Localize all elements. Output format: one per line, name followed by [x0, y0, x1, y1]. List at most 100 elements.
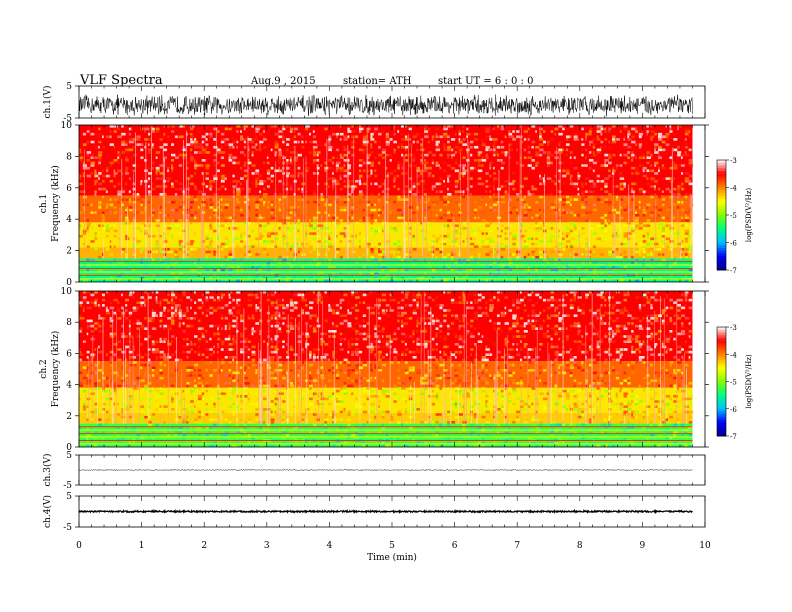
spectral-cell	[232, 138, 237, 141]
spectral-cell	[224, 255, 227, 259]
spectral-cell	[592, 232, 598, 235]
spectral-cell	[232, 185, 237, 188]
spectral-cell	[178, 423, 183, 427]
spectral-cell	[343, 164, 346, 167]
spectral-cell	[251, 198, 257, 201]
spectral-cell	[481, 245, 486, 248]
spectral-cell	[282, 135, 286, 139]
spectral-cell	[600, 253, 604, 256]
spectral-cell	[293, 130, 296, 133]
spectral-cell	[381, 426, 386, 429]
spectral-cell	[328, 266, 333, 269]
spectral-cell	[190, 242, 194, 246]
spectral-cell	[496, 200, 500, 204]
spectral-cell	[347, 166, 351, 170]
spectral-cell	[450, 250, 454, 254]
spectral-cell	[197, 384, 203, 388]
spectral-cell	[677, 125, 682, 128]
spectral-cell	[324, 229, 329, 233]
spectral-cell	[393, 232, 396, 235]
spectral-cell	[270, 400, 274, 403]
spectral-cell	[669, 268, 673, 272]
spectral-cell	[542, 276, 545, 280]
spectral-cell	[148, 413, 150, 416]
spectral-cell	[588, 161, 594, 165]
spectral-cell	[431, 389, 435, 393]
spectral-cell	[228, 266, 233, 269]
spectral-cell	[539, 195, 544, 199]
spectral-cell	[98, 268, 103, 272]
spectral-cell	[393, 400, 397, 403]
spectral-cell	[270, 200, 274, 204]
spectral-cell	[477, 426, 482, 429]
spectral-cell	[328, 203, 332, 207]
spectral-cell	[228, 143, 234, 146]
spectral-cell	[243, 232, 247, 235]
spectral-cell	[289, 185, 292, 188]
spectral-cell	[627, 145, 632, 149]
spectral-cell	[650, 169, 655, 173]
spectral-cell	[136, 193, 140, 196]
spectral-cell	[531, 159, 535, 162]
spectral-cell	[247, 397, 250, 401]
spectral-cell	[435, 413, 440, 416]
spectral-cell	[546, 159, 551, 162]
spectral-cell	[542, 177, 545, 180]
spectral-cell	[508, 374, 513, 377]
spectral-cell	[167, 200, 171, 204]
spectral-cell	[496, 145, 501, 149]
spectral-cell	[608, 193, 612, 196]
spectral-cell	[458, 421, 461, 424]
spectral-cell	[596, 195, 600, 199]
spectral-cell	[493, 148, 496, 152]
spectral-cell	[401, 423, 404, 427]
spectral-cell	[205, 247, 208, 251]
spectral-cell	[117, 169, 122, 173]
spectral-cell	[266, 240, 271, 243]
spectral-cell	[385, 410, 391, 414]
spectral-cell	[642, 174, 648, 178]
spectral-cell	[397, 255, 401, 259]
spectral-cell	[585, 441, 589, 445]
spectral-cell	[351, 143, 353, 146]
spectral-cell	[240, 408, 243, 411]
spectral-cell	[631, 182, 636, 186]
spectral-cell	[535, 234, 539, 238]
spectral-cell	[638, 384, 641, 388]
spectral-cell	[374, 208, 377, 212]
spectral-cell	[312, 190, 315, 194]
spectral-cell	[531, 441, 536, 445]
spectral-cell	[293, 219, 299, 222]
spectral-cell	[458, 203, 461, 207]
spectral-cell	[527, 266, 530, 269]
spectral-cell	[496, 261, 500, 264]
spectral-cell	[546, 143, 550, 146]
spectral-cell	[535, 227, 539, 230]
spectral-cell	[473, 145, 479, 149]
spectral-cell	[508, 392, 511, 395]
spectral-cell	[550, 441, 556, 445]
spectral-cell	[604, 444, 608, 447]
spectral-cell	[404, 185, 408, 188]
spectral-cell	[673, 166, 678, 170]
spectral-cell	[431, 234, 436, 238]
spectral-cell	[171, 408, 175, 411]
spectral-cell	[94, 436, 98, 440]
spectral-cell	[293, 140, 298, 144]
spectral-cell	[159, 266, 162, 269]
spectral-cell	[374, 410, 377, 414]
spectral-cell	[450, 240, 456, 243]
spectral-cell	[251, 229, 254, 233]
spectral-cell	[389, 389, 393, 393]
spectral-cell	[600, 413, 604, 416]
spectral-cell	[182, 434, 187, 437]
spectral-cell	[581, 195, 586, 199]
spectral-cell	[228, 255, 233, 259]
spectral-cell	[439, 195, 443, 199]
spectral-cell	[282, 441, 287, 445]
spectral-cell	[148, 193, 151, 196]
spectral-cell	[297, 164, 300, 167]
spectral-cell	[416, 410, 420, 414]
spectral-cell	[535, 153, 540, 157]
spectral-cell	[642, 268, 647, 272]
